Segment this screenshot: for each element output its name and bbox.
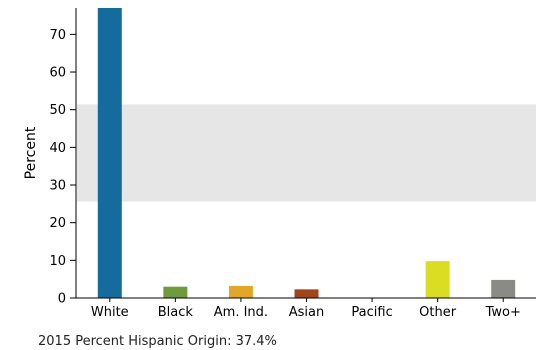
y-axis-title: Percent bbox=[23, 126, 39, 179]
bar-chart: 0 10 20 30 40 50 60 70 White Black Am. Ind. Asian P… bbox=[23, 8, 536, 320]
y-ticks-group: 0 10 20 30 40 50 60 70 bbox=[49, 28, 76, 307]
y-tick-label: 30 bbox=[49, 179, 66, 194]
bar-asian bbox=[294, 289, 319, 298]
y-tick-label: 10 bbox=[49, 254, 66, 269]
y-tick-label: 70 bbox=[49, 28, 66, 43]
y-tick-label: 40 bbox=[49, 141, 66, 156]
bar-white bbox=[97, 8, 122, 298]
shaded-band bbox=[77, 104, 536, 202]
y-tick-label: 50 bbox=[49, 103, 66, 118]
x-tick-label: Two+ bbox=[485, 305, 521, 320]
x-tick-label: Black bbox=[158, 305, 194, 320]
x-tick-label: Asian bbox=[289, 305, 324, 320]
x-tick-label: Pacific bbox=[351, 305, 392, 320]
footnote: 2015 Percent Hispanic Origin: 37.4% bbox=[38, 334, 277, 349]
bar-am-ind bbox=[228, 285, 253, 298]
y-tick-label: 20 bbox=[49, 216, 66, 231]
bars-group bbox=[97, 8, 516, 298]
x-tick-label: Other bbox=[419, 305, 457, 320]
x-labels-group: White Black Am. Ind. Asian Pacific Other Two+ bbox=[91, 298, 521, 320]
y-tick-label: 0 bbox=[58, 292, 66, 307]
bar-black bbox=[163, 286, 188, 298]
y-tick-label: 60 bbox=[49, 66, 66, 81]
bar-other bbox=[425, 261, 450, 298]
x-tick-label: Am. Ind. bbox=[214, 305, 268, 320]
bar-two bbox=[491, 279, 516, 298]
x-tick-label: White bbox=[91, 305, 129, 320]
